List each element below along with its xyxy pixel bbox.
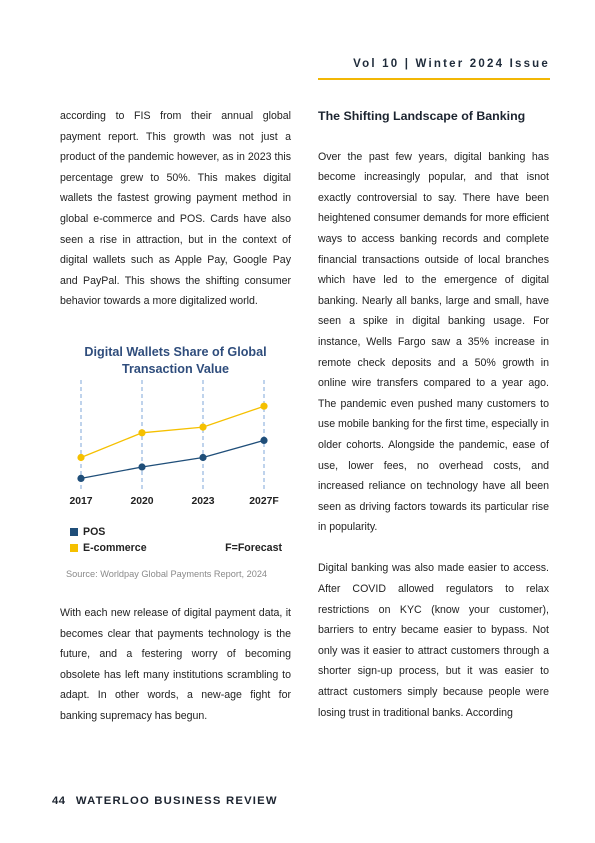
data-point-s1-0 — [77, 453, 85, 462]
chart-legend: POS E-commerce F=Forecast — [70, 524, 282, 556]
data-point-s1-1 — [138, 429, 146, 437]
legend-label-pos: POS — [83, 526, 106, 538]
chart-title: Digital Wallets Share of Global Transact… — [84, 345, 267, 376]
x-tick-label: 2017 — [69, 496, 92, 507]
x-tick-label: 2027F — [249, 496, 278, 507]
left-paragraph-2: With each new release of digital payment… — [60, 607, 291, 722]
data-point-s1-3 — [260, 402, 268, 410]
page-footer: 44 WATERLOO BUSINESS REVIEW — [52, 795, 278, 807]
series-line-0 — [80, 439, 265, 480]
right-paragraph-1: Over the past few years, digital banking… — [318, 150, 549, 534]
legend-label-ecommerce: E-commerce — [83, 542, 147, 554]
forecast-note: F=Forecast — [225, 542, 282, 554]
publication-name: WATERLOO BUSINESS REVIEW — [75, 795, 278, 807]
data-point-s0-0 — [77, 474, 85, 482]
data-point-s0-1 — [138, 463, 146, 471]
issue-header: Vol 10 | Winter 2024 Issue — [353, 58, 550, 70]
legend-swatch-pos — [70, 528, 78, 536]
section-title: The Shifting Landscape of Banking — [318, 109, 526, 123]
right-paragraph-2: Digital banking was also made easier to … — [318, 562, 549, 719]
left-paragraph-1: according to FIS from their annual globa… — [60, 110, 291, 308]
header-rule — [318, 78, 550, 80]
legend-swatch-ecommerce — [70, 544, 78, 552]
line-chart: 2017 2020 2023 2027F — [69, 380, 279, 507]
data-point-s0-2 — [199, 453, 207, 462]
series-line-1 — [80, 405, 265, 459]
right-column: The Shifting Landscape of Banking Over t… — [318, 106, 549, 723]
data-point-s0-3 — [260, 436, 268, 444]
x-tick-label: 2020 — [130, 496, 153, 507]
legend-item-ecommerce: E-commerce F=Forecast — [70, 540, 282, 556]
left-column-bottom: With each new release of digital payment… — [60, 603, 291, 727]
x-tick-label: 2023 — [191, 496, 214, 507]
chart-source: Source: Worldpay Global Payments Report,… — [66, 569, 268, 579]
legend-item-pos: POS — [70, 524, 282, 540]
left-column-top: according to FIS from their annual globa… — [60, 106, 291, 312]
data-point-s1-2 — [199, 423, 207, 431]
page-number: 44 — [52, 795, 66, 807]
